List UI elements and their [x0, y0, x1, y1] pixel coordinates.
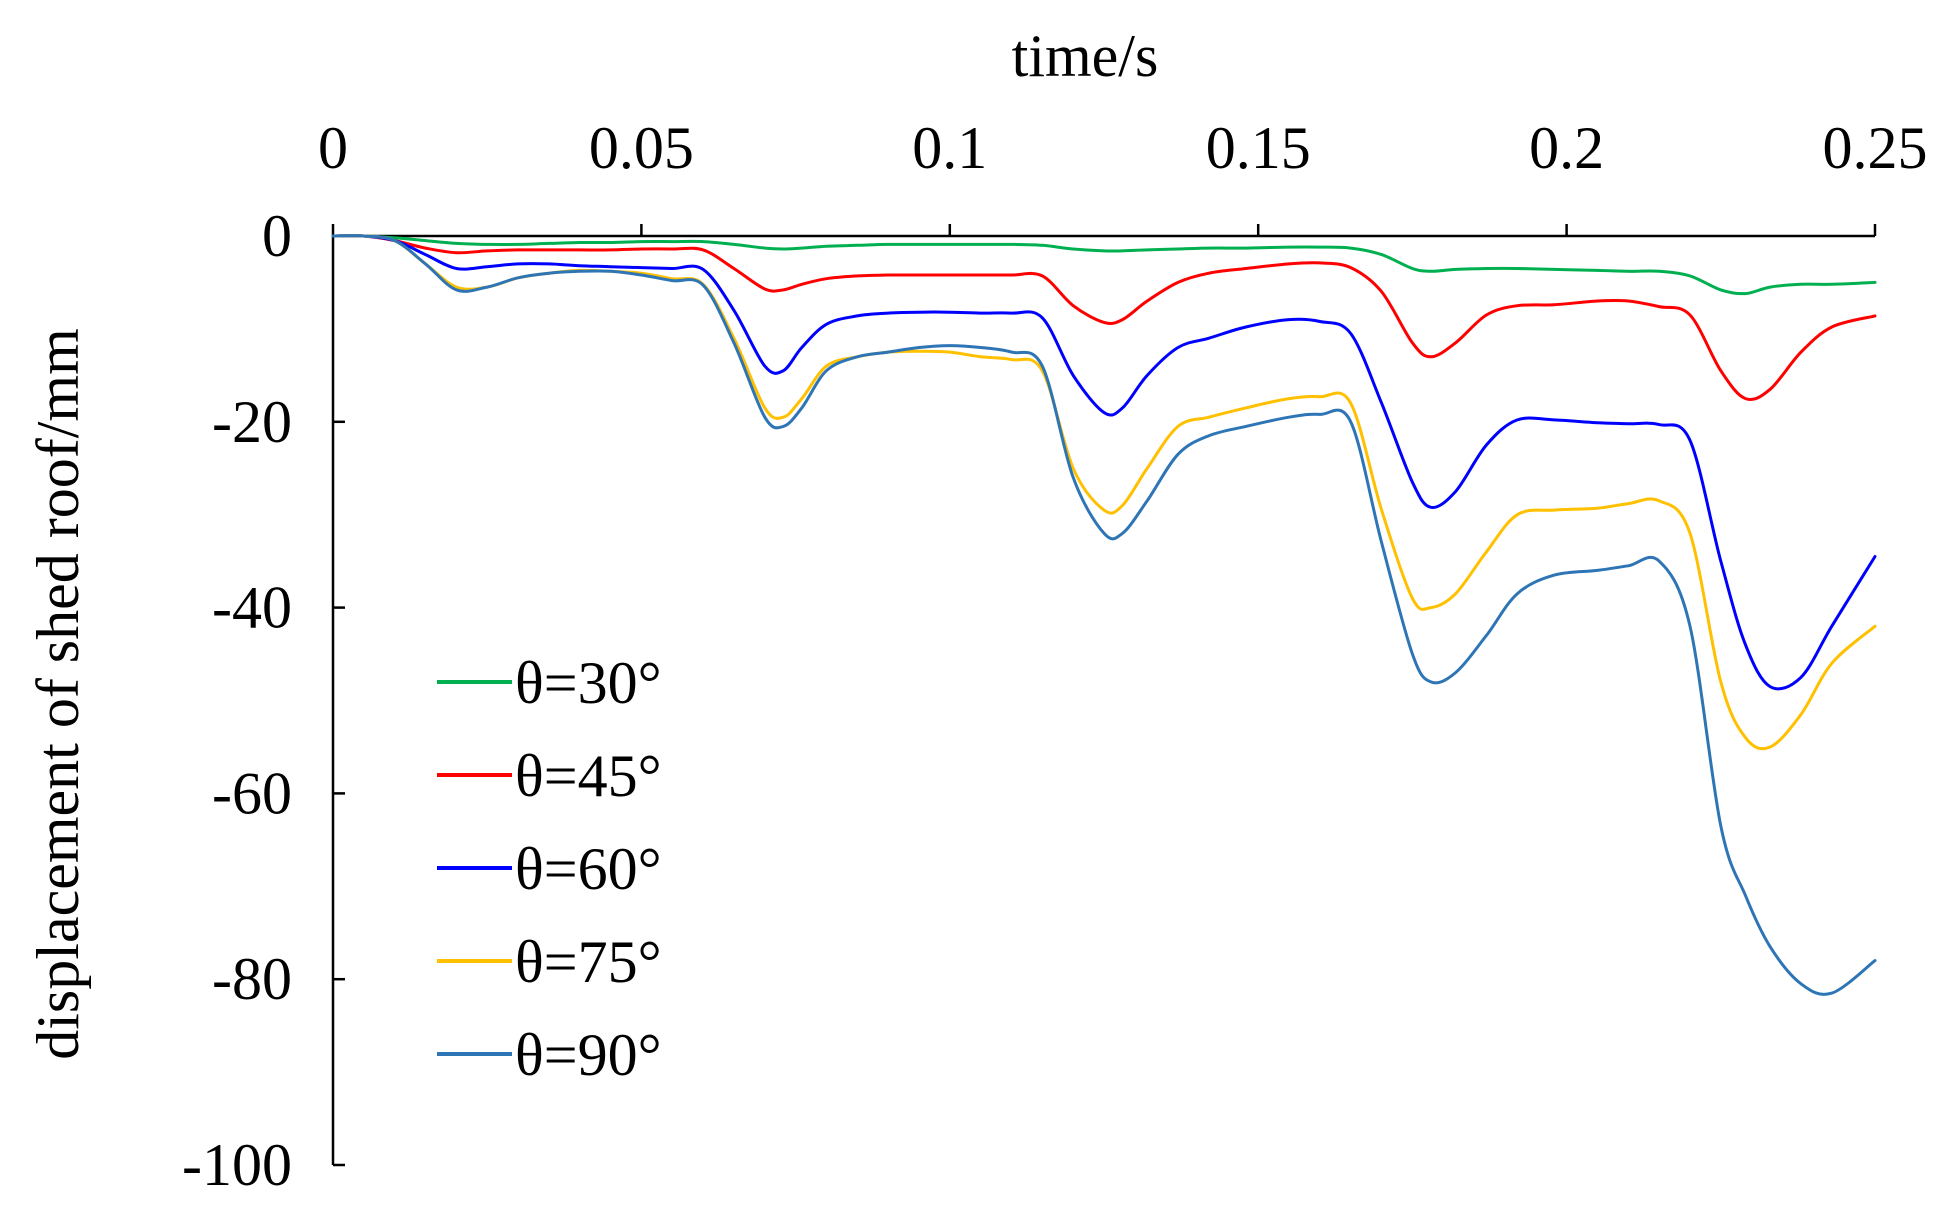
y-tick-label: 0: [262, 203, 292, 269]
legend-label: θ=75°: [515, 929, 662, 995]
legend-label: θ=60°: [515, 836, 662, 902]
x-tick-labels: 0 0.05 0.1 0.15 0.2 0.25: [318, 115, 1928, 181]
series-line-1: [331, 234, 1877, 296]
series-lines: [331, 234, 1877, 996]
y-tick-label: -20: [212, 389, 292, 455]
y-tick-labels: 0 -20 -40 -60 -80 -100: [182, 203, 292, 1198]
x-tick-label: 0.05: [589, 115, 694, 181]
legend-label: θ=90°: [515, 1022, 662, 1088]
x-axis-title: time/s: [1012, 23, 1159, 89]
x-tick-label: 0.15: [1206, 115, 1311, 181]
y-tick-label: -80: [212, 946, 292, 1012]
legend: θ=30° θ=45° θ=60° θ=75° θ=90°: [437, 650, 662, 1088]
y-tick-label: -60: [212, 760, 292, 826]
y-axis-title: displacement of shed roof/mm: [25, 328, 91, 1059]
y-tick-label: -40: [212, 575, 292, 641]
legend-label: θ=45°: [515, 743, 662, 809]
legend-label: θ=30°: [515, 650, 662, 716]
series-line-3: [331, 234, 1877, 691]
x-tick-label: 0.2: [1529, 115, 1604, 181]
x-tick-label: 0.1: [912, 115, 987, 181]
series-line-5: [331, 234, 1877, 996]
y-tick-label: -100: [182, 1132, 292, 1198]
axes: [331, 224, 1877, 1167]
x-tick-label: 0: [318, 115, 348, 181]
series-line-2: [331, 234, 1877, 402]
x-tick-label: 0.25: [1823, 115, 1928, 181]
